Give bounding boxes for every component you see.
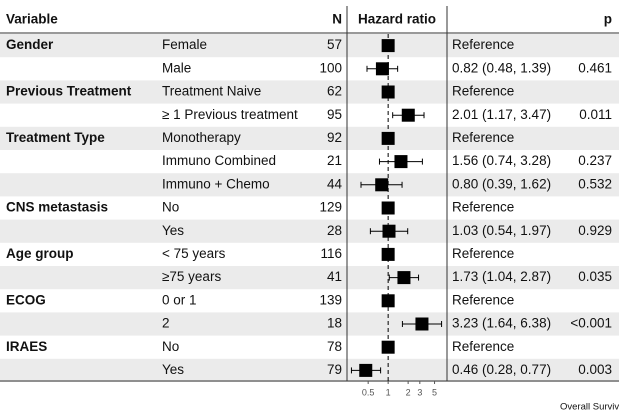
n-value: 18 bbox=[327, 316, 342, 331]
p-value: 0.461 bbox=[578, 60, 612, 75]
variable-label: ECOG bbox=[6, 292, 46, 307]
hr-box bbox=[359, 363, 373, 377]
p-value: <0.001 bbox=[570, 316, 612, 331]
p-value: 0.035 bbox=[578, 269, 612, 284]
header-n: N bbox=[332, 12, 342, 27]
x-tick-label: 1 bbox=[386, 387, 391, 397]
n-value: 139 bbox=[319, 292, 342, 307]
level-label: Immuno Combined bbox=[162, 153, 276, 168]
variable-label: IRAES bbox=[6, 339, 47, 354]
estimate-label: Reference bbox=[452, 84, 514, 99]
estimate-label: Reference bbox=[452, 37, 514, 52]
row-stripe bbox=[0, 34, 619, 58]
hr-box bbox=[381, 201, 395, 215]
row-stripe bbox=[0, 173, 619, 197]
caption: Overall Surviva bbox=[560, 402, 619, 413]
estimate-label: 0.80 (0.39, 1.62) bbox=[452, 176, 551, 191]
level-label: No bbox=[162, 339, 179, 354]
n-value: 78 bbox=[327, 339, 342, 354]
n-value: 129 bbox=[319, 200, 342, 215]
estimate-label: 3.23 (1.64, 6.38) bbox=[452, 316, 551, 331]
x-tick-label: 5 bbox=[432, 387, 437, 397]
x-tick-label: 3 bbox=[417, 387, 422, 397]
x-tick-label: 2 bbox=[406, 387, 411, 397]
estimate-label: 0.82 (0.48, 1.39) bbox=[452, 60, 551, 75]
hr-box bbox=[397, 271, 411, 285]
hr-box bbox=[382, 224, 396, 238]
p-value: 0.532 bbox=[578, 176, 612, 191]
row-stripe bbox=[0, 126, 619, 150]
x-tick-label: 0.5 bbox=[362, 387, 375, 397]
variable-label: Previous Treatment bbox=[6, 84, 132, 99]
hr-box bbox=[381, 294, 395, 308]
level-label: Immuno + Chemo bbox=[162, 176, 270, 191]
level-label: ≥75 years bbox=[162, 269, 221, 284]
n-value: 116 bbox=[320, 246, 342, 261]
estimate-label: Reference bbox=[452, 339, 514, 354]
hr-box bbox=[381, 85, 395, 99]
row-stripe bbox=[0, 358, 619, 382]
estimate-label: 2.01 (1.17, 3.47) bbox=[452, 107, 551, 122]
level-label: 2 bbox=[162, 316, 170, 331]
n-value: 44 bbox=[327, 176, 343, 191]
hr-box bbox=[381, 131, 395, 145]
header-plot: Hazard ratio bbox=[358, 12, 436, 27]
level-label: Yes bbox=[162, 362, 184, 377]
n-value: 41 bbox=[327, 269, 342, 284]
level-label: Yes bbox=[162, 223, 184, 238]
estimate-label: Reference bbox=[452, 130, 514, 145]
hr-box bbox=[394, 155, 408, 169]
stripes bbox=[0, 34, 619, 382]
estimate-label: 1.56 (0.74, 3.28) bbox=[452, 153, 551, 168]
hr-box bbox=[375, 62, 389, 76]
estimate-label: 1.73 (1.04, 2.87) bbox=[452, 269, 551, 284]
level-label: Female bbox=[162, 37, 207, 52]
level-label: Male bbox=[162, 60, 191, 75]
p-value: 0.929 bbox=[578, 223, 612, 238]
n-value: 92 bbox=[327, 130, 342, 145]
header-p: p bbox=[604, 12, 612, 27]
n-value: 95 bbox=[327, 107, 342, 122]
level-label: ≥ 1 Previous treatment bbox=[162, 107, 298, 122]
hr-box bbox=[401, 108, 415, 122]
header-variable: Variable bbox=[6, 12, 58, 27]
variable-label: Age group bbox=[6, 246, 74, 261]
hr-box bbox=[415, 317, 429, 331]
row-stripe bbox=[0, 219, 619, 243]
estimate-label: Reference bbox=[452, 292, 514, 307]
n-value: 79 bbox=[327, 362, 342, 377]
level-label: < 75 years bbox=[162, 246, 226, 261]
n-value: 62 bbox=[327, 84, 342, 99]
variable-label: Treatment Type bbox=[6, 130, 105, 145]
p-value: 0.011 bbox=[579, 107, 612, 122]
n-value: 100 bbox=[319, 60, 342, 75]
row-stripe bbox=[0, 312, 619, 336]
row-stripe bbox=[0, 80, 619, 104]
estimate-label: Reference bbox=[452, 200, 514, 215]
row-stripe bbox=[0, 266, 619, 290]
level-label: Treatment Naive bbox=[162, 84, 261, 99]
n-value: 28 bbox=[327, 223, 342, 238]
estimate-label: 0.46 (0.28, 0.77) bbox=[452, 362, 551, 377]
hr-box bbox=[381, 39, 395, 53]
p-value: 0.237 bbox=[578, 153, 612, 168]
variable-label: CNS metastasis bbox=[6, 200, 108, 215]
hr-box bbox=[375, 178, 389, 192]
n-value: 21 bbox=[327, 153, 342, 168]
n-value: 57 bbox=[327, 37, 342, 52]
estimate-label: 1.03 (0.54, 1.97) bbox=[452, 223, 551, 238]
hr-box bbox=[381, 340, 395, 354]
level-label: Monotherapy bbox=[162, 130, 241, 145]
estimate-label: Reference bbox=[452, 246, 514, 261]
p-value: 0.003 bbox=[578, 362, 612, 377]
level-label: 0 or 1 bbox=[162, 292, 197, 307]
level-label: No bbox=[162, 200, 179, 215]
hr-box bbox=[381, 247, 395, 261]
variable-label: Gender bbox=[6, 37, 54, 52]
